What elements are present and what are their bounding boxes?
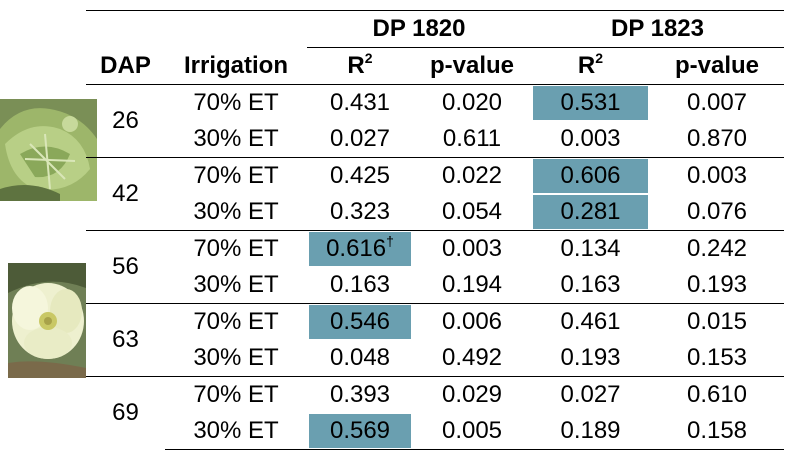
pvalue-dp1823-cell: 0.158 [650, 413, 784, 450]
irrigation-cell: 70% ET [165, 303, 307, 340]
r2-dp1820-cell-highlighted: 0.616† [307, 230, 413, 267]
r2-dp1823-cell-highlighted: 0.606 [531, 157, 650, 194]
irrigation-cell: 70% ET [165, 230, 307, 267]
r2-dp1823-cell: 0.027 [531, 376, 650, 413]
irrigation-cell: 30% ET [193, 125, 279, 152]
pvalue-dp1823-cell: 0.076 [686, 198, 748, 225]
col-header-irrigation: Irrigation [183, 51, 288, 79]
r2-dp1823-cell: 0.189 [531, 413, 650, 450]
pvalue-dp1820-cell: 0.003 [413, 230, 531, 267]
r2-dp1823-cell-highlighted: 0.531 [531, 84, 650, 121]
irrigation-cell: 70% ET [165, 84, 307, 121]
irrigation-cell: 30% ET [165, 413, 307, 450]
r2-dp1823-cell: 0.003 [560, 125, 621, 152]
cotton-flower-photo [8, 263, 86, 378]
table-row: 30% ET 0.048 0.492 0.193 0.153 [86, 340, 784, 377]
table-row: 30% ET 0.163 0.194 0.163 0.193 [86, 267, 784, 304]
group-header-dp1823: DP 1823 [531, 10, 784, 48]
dap-cell: 42 [86, 157, 165, 231]
r2-dp1823-cell: 0.461 [531, 303, 650, 340]
pvalue-dp1823-cell: 0.610 [650, 376, 784, 413]
table-row: 30% ET 0.027 0.611 0.003 0.870 [86, 121, 784, 158]
r2-dp1820-cell-highlighted: 0.546 [307, 303, 413, 340]
table-row: 42 70% ET 0.425 0.022 0.606 0.003 [86, 157, 784, 231]
r2-dp1823-cell: 0.134 [531, 230, 650, 267]
pvalue-dp1820-cell: 0.492 [441, 344, 503, 371]
table-row: 69 70% ET 0.393 0.029 0.027 0.610 [86, 376, 784, 450]
pvalue-dp1823-cell: 0.003 [650, 157, 784, 194]
irrigation-cell: 70% ET [165, 157, 307, 194]
col-header-dap: DAP [100, 51, 151, 79]
pvalue-dp1820-cell: 0.005 [413, 413, 531, 450]
pvalue-dp1823-cell: 0.007 [650, 84, 784, 121]
table-row: 63 70% ET 0.546 0.006 0.461 0.015 [86, 303, 784, 377]
irrigation-cell: 70% ET [165, 376, 307, 413]
dap-cell: 63 [86, 303, 165, 377]
r2-dp1820-cell: 0.027 [329, 125, 391, 152]
irrigation-cell: 30% ET [193, 344, 279, 371]
dap-cell: 56 [86, 230, 165, 304]
pvalue-dp1823-cell: 0.242 [650, 230, 784, 267]
irrigation-cell: 30% ET [193, 271, 279, 298]
pvalue-dp1823-cell: 0.870 [686, 125, 748, 152]
table-row: 30% ET 0.569 0.005 0.189 0.158 [86, 413, 784, 450]
correlation-table: DP 1820 DP 1823 DAP Irrigation R2 p-valu… [86, 10, 784, 450]
irrigation-cell: 30% ET [193, 198, 279, 225]
group-header-dp1820: DP 1820 [307, 10, 531, 48]
r2-dp1820-cell-highlighted: 0.569 [307, 413, 413, 450]
pvalue-dp1820-cell: 0.611 [442, 125, 502, 152]
table-row: 26 70% ET 0.431 0.020 0.531 0.007 [86, 84, 784, 158]
r2-dp1820-cell: 0.163 [329, 271, 391, 298]
col-header-r2-dp1820: R2 [347, 50, 373, 79]
pvalue-dp1823-cell: 0.193 [686, 271, 748, 298]
cotton-leaf-photo [0, 99, 97, 201]
pvalue-dp1823-cell: 0.153 [686, 344, 748, 371]
col-header-pvalue-dp1823: p-value [674, 52, 760, 79]
table-row: 56 70% ET 0.616† 0.003 0.134 0.242 [86, 230, 784, 304]
r2-dp1820-cell: 0.425 [307, 157, 413, 194]
r2-dp1820-cell: 0.431 [307, 84, 413, 121]
r2-dp1823-cell: 0.163 [560, 271, 621, 298]
pvalue-dp1820-cell: 0.054 [441, 198, 503, 225]
r2-dp1823-cell-highlighted: 0.281 [531, 194, 650, 231]
pvalue-dp1823-cell: 0.015 [650, 303, 784, 340]
dap-cell: 26 [86, 84, 165, 158]
pvalue-dp1820-cell: 0.194 [441, 271, 503, 298]
col-header-r2-dp1823: R2 [577, 50, 604, 79]
r2-dp1820-cell: 0.048 [329, 344, 391, 371]
pvalue-dp1820-cell: 0.020 [413, 84, 531, 121]
pvalue-dp1820-cell: 0.022 [413, 157, 531, 194]
r2-dp1820-cell: 0.393 [307, 376, 413, 413]
dap-cell: 69 [86, 376, 165, 450]
r2-dp1820-cell: 0.323 [329, 198, 391, 225]
pvalue-dp1820-cell: 0.029 [413, 376, 531, 413]
table-row: 30% ET 0.323 0.054 0.281 0.076 [86, 194, 784, 231]
pvalue-dp1820-cell: 0.006 [413, 303, 531, 340]
r2-dp1823-cell: 0.193 [560, 344, 621, 371]
col-header-pvalue-dp1820: p-value [429, 52, 515, 79]
dagger-footnote-mark: † [386, 233, 394, 249]
